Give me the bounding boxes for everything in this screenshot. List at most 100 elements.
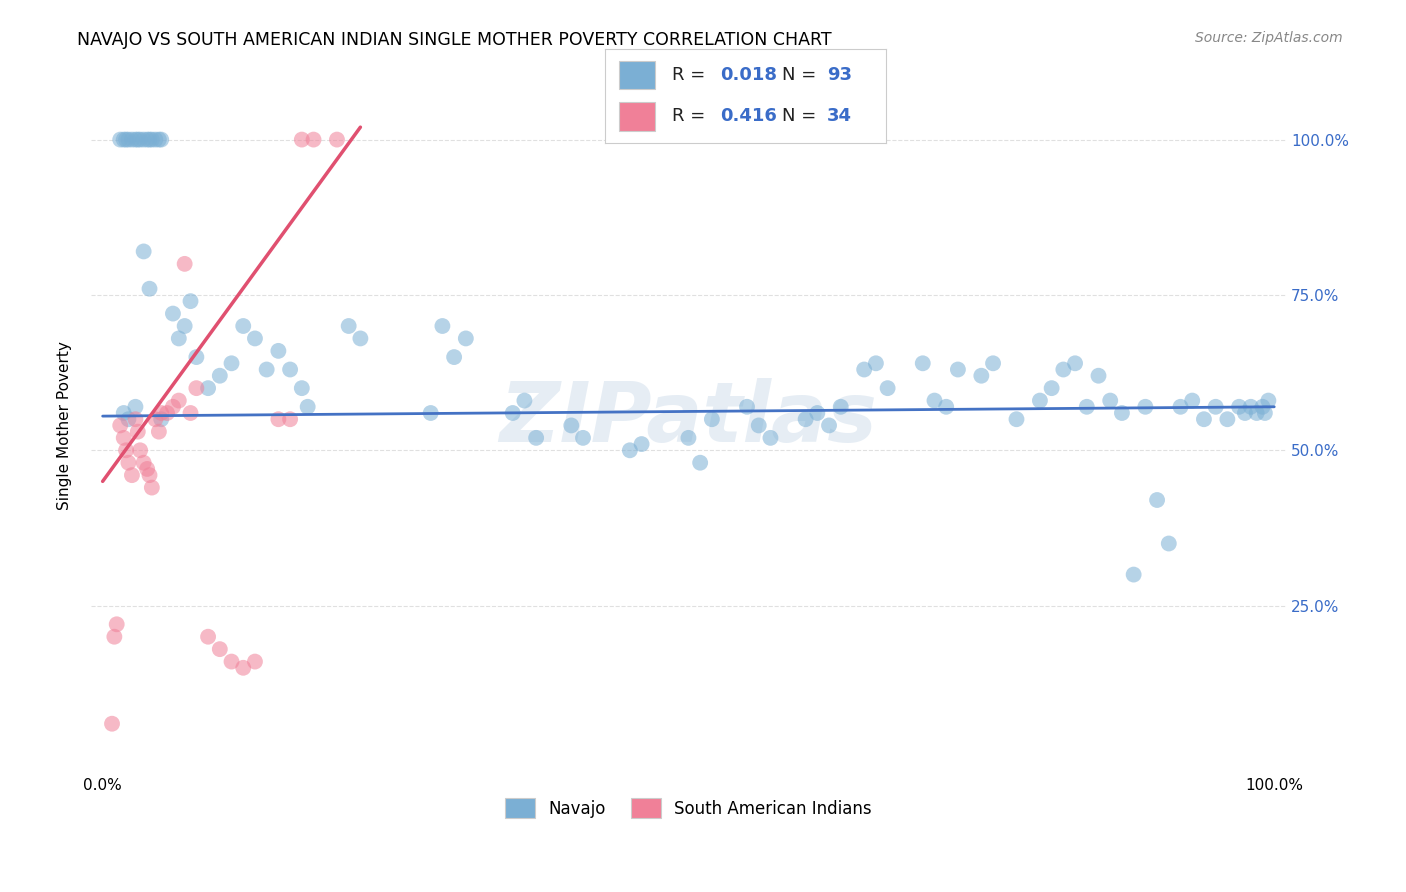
Point — [112, 406, 135, 420]
Point — [232, 661, 254, 675]
Point — [132, 456, 155, 470]
Point — [981, 356, 1004, 370]
Point — [502, 406, 524, 420]
Point — [1233, 406, 1256, 420]
Point — [197, 381, 219, 395]
Point — [141, 132, 163, 146]
Point — [127, 132, 149, 146]
Text: 34: 34 — [827, 108, 852, 126]
Point — [124, 412, 146, 426]
Point — [291, 132, 314, 146]
Text: ZIPatlas: ZIPatlas — [499, 378, 877, 459]
Point — [150, 412, 173, 426]
Point — [1251, 400, 1274, 414]
Point — [278, 362, 301, 376]
Text: Source: ZipAtlas.com: Source: ZipAtlas.com — [1195, 31, 1343, 45]
Point — [1216, 412, 1239, 426]
Point — [1227, 400, 1250, 414]
Point — [267, 412, 290, 426]
Text: 93: 93 — [827, 66, 852, 84]
Point — [115, 443, 138, 458]
Point — [454, 331, 477, 345]
Point — [700, 412, 723, 426]
Point — [759, 431, 782, 445]
Point — [141, 481, 163, 495]
Point — [278, 412, 301, 426]
Legend: Navajo, South American Indians: Navajo, South American Indians — [499, 792, 879, 824]
Point — [110, 418, 132, 433]
Text: R =: R = — [672, 108, 711, 126]
Point — [101, 716, 124, 731]
Point — [1246, 406, 1268, 420]
Point — [124, 132, 146, 146]
Point — [173, 257, 195, 271]
Point — [911, 356, 934, 370]
Point — [524, 431, 547, 445]
Point — [1240, 400, 1263, 414]
Point — [1254, 406, 1277, 420]
Point — [1257, 393, 1279, 408]
Point — [221, 356, 243, 370]
Point — [173, 318, 195, 333]
Point — [256, 362, 278, 376]
Point — [630, 437, 652, 451]
Point — [1192, 412, 1215, 426]
Point — [167, 331, 190, 345]
Point — [619, 443, 641, 458]
Point — [291, 381, 314, 395]
Point — [180, 294, 202, 309]
Point — [572, 431, 595, 445]
Point — [145, 132, 167, 146]
Point — [1205, 400, 1227, 414]
Point — [117, 456, 139, 470]
Text: N =: N = — [782, 66, 821, 84]
Point — [110, 132, 132, 146]
Point — [112, 132, 135, 146]
Point — [1040, 381, 1063, 395]
Point — [1064, 356, 1087, 370]
Point — [337, 318, 360, 333]
Text: 0.018: 0.018 — [720, 66, 778, 84]
Point — [1170, 400, 1192, 414]
Bar — [619, 103, 655, 130]
Point — [1122, 567, 1144, 582]
Point — [935, 400, 957, 414]
Point — [678, 431, 700, 445]
Point — [148, 425, 170, 439]
Point — [121, 132, 143, 146]
Point — [138, 468, 160, 483]
Point — [117, 412, 139, 426]
Point — [1005, 412, 1028, 426]
Text: 0.416: 0.416 — [720, 108, 776, 126]
Point — [865, 356, 887, 370]
Point — [1135, 400, 1157, 414]
Point — [748, 418, 770, 433]
Bar — [619, 62, 655, 89]
Point — [1087, 368, 1109, 383]
Point — [946, 362, 969, 376]
Point — [924, 393, 946, 408]
Point — [132, 132, 155, 146]
Text: NAVAJO VS SOUTH AMERICAN INDIAN SINGLE MOTHER POVERTY CORRELATION CHART: NAVAJO VS SOUTH AMERICAN INDIAN SINGLE M… — [77, 31, 832, 49]
Point — [243, 655, 266, 669]
Text: R =: R = — [672, 66, 711, 84]
Point — [112, 431, 135, 445]
Point — [1052, 362, 1074, 376]
Point — [818, 418, 841, 433]
Point — [297, 400, 319, 414]
Point — [232, 318, 254, 333]
Text: N =: N = — [782, 108, 821, 126]
Point — [180, 406, 202, 420]
Point — [970, 368, 993, 383]
Point — [129, 443, 152, 458]
Point — [830, 400, 852, 414]
Point — [689, 456, 711, 470]
Point — [127, 425, 149, 439]
Point — [162, 400, 184, 414]
Point — [853, 362, 876, 376]
Point — [1111, 406, 1133, 420]
Point — [197, 630, 219, 644]
Point — [138, 132, 160, 146]
Point — [221, 655, 243, 669]
Point — [349, 331, 371, 345]
